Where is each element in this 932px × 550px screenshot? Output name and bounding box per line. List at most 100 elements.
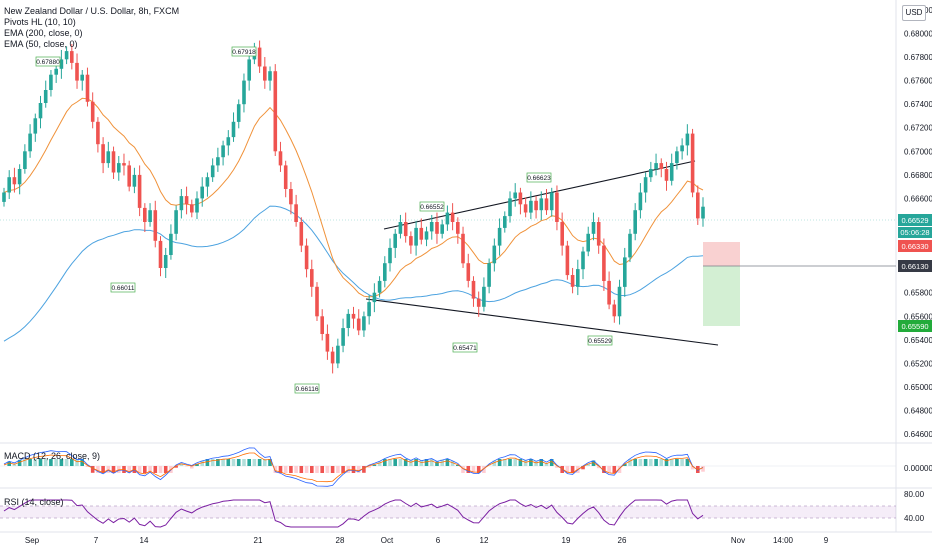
symbol-title[interactable]: New Zealand Dollar / U.S. Dollar, 8h, FX… [4,6,180,16]
candle-body [315,286,319,317]
candle-body [649,169,653,178]
macd-bar [690,466,695,470]
rsi-path [3,499,704,528]
macd-bar [685,459,690,466]
macd-bar [492,460,497,466]
macd-bar [680,459,684,466]
currency-button[interactable]: USD [902,5,926,21]
candle-body [2,192,6,202]
candle-body [445,212,450,225]
candle-body [278,151,283,166]
macd-bar [586,463,590,466]
stop-price-tag: 0.66330 [898,240,932,252]
candle-body [346,313,351,328]
macd-bar [12,464,17,466]
macd-bar [424,459,429,466]
price-tick: 0.64800 [904,407,932,416]
upper-trendline[interactable] [383,160,696,230]
candle-body [581,251,585,270]
indicator-ema-200[interactable]: EMA (200, close, 0) [4,28,83,38]
candle-body [403,222,408,237]
macd-bar [643,459,648,466]
candle-body [560,222,564,246]
candle-body [440,224,444,234]
macd-bar [54,459,58,466]
macd-bar [96,466,100,473]
macd-bar [163,466,168,473]
time-tick: 12 [480,536,489,545]
candle-body [596,222,601,246]
macd-bar [137,466,142,473]
candle-body [132,174,137,187]
macd-bar [23,459,27,466]
macd-bar [304,466,309,473]
candle-body [377,280,382,293]
ema-200-path [3,205,704,342]
macd-label[interactable]: MACD (12, 26, close, 9) [4,451,101,461]
macd-bar [64,459,69,466]
macd-bar [320,466,324,473]
macd-bar [555,466,559,468]
macd-bar [101,466,105,473]
candle-body [497,227,502,246]
candle-body [273,71,278,152]
candle-body [591,222,596,234]
macd-bar [497,459,502,466]
current-price-tag: 0.66529 05:06:28 [898,214,932,238]
candle-body [195,198,199,213]
macd-bar [268,459,272,466]
indicator-ema-50[interactable]: EMA (50, close, 0) [4,39,78,49]
macd-bar [216,459,220,466]
candle-body [200,186,204,199]
time-axis[interactable]: Sep 7 14 21 28 Oct 6 12 19 26 Nov 14:00 9 [25,536,829,545]
macd-bar [518,459,523,466]
macd-bar [649,459,653,466]
macd-bar [398,459,403,466]
macd-bar [70,459,74,466]
candle-body [205,177,210,187]
macd-bar [200,460,204,466]
macd-bar [7,461,11,466]
candle-body [419,227,424,240]
svg-text:05:06:28: 05:06:28 [900,228,929,237]
rsi-label[interactable]: RSI (14, close) [4,497,64,507]
candle-body [247,59,251,81]
macd-bar [450,460,455,466]
candle-body [393,233,397,248]
candle-body [111,151,116,173]
macd-bar [471,466,476,473]
macd-bar [289,466,293,473]
macd-bar [273,466,278,473]
time-tick: 26 [618,536,627,545]
candle-body [38,103,43,119]
take-profit-zone[interactable] [703,266,740,326]
macd-bar [549,459,554,466]
time-tick: 28 [336,536,345,545]
macd-bar [617,466,622,473]
time-tick: 14 [140,536,149,545]
candle-body [289,189,293,205]
candle-body [283,165,288,189]
macd-bar [257,459,262,466]
candle-body [231,121,236,138]
macd-bar [623,463,627,466]
candle-body [513,192,517,199]
macd-zero-tick: 0.00000 [904,464,932,473]
candle-body [701,206,705,219]
indicator-pivots[interactable]: Pivots HL (10, 10) [4,17,76,27]
macd-bar [377,461,382,466]
candle-body [607,280,611,305]
price-tick: 0.64600 [904,430,932,439]
stop-loss-zone[interactable] [703,242,740,266]
price-tick: 0.67600 [904,77,932,86]
entry-price-tag: 0.66130 [898,260,932,272]
candle-body [398,222,403,234]
pivot-label: 0.67880 [36,59,60,66]
candle-body [623,257,627,287]
macd-bar [127,466,131,473]
candle-body [226,137,231,146]
lower-trendline[interactable] [365,298,719,346]
macd-bar [529,459,533,466]
time-tick: 19 [562,536,571,545]
